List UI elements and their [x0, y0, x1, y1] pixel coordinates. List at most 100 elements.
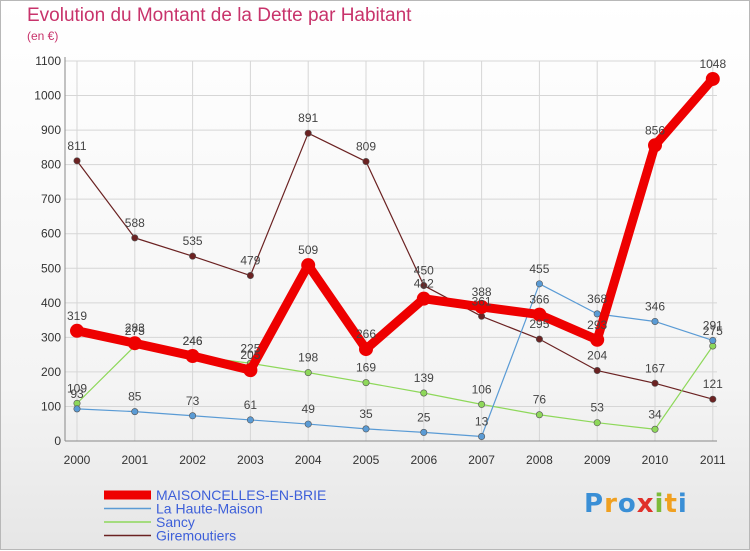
data-point-giremoutiers — [304, 129, 312, 137]
data-point-giremoutiers — [73, 157, 81, 165]
data-point-giremoutiers — [420, 282, 428, 290]
data-label-giremoutiers: 535 — [183, 234, 203, 248]
data-label-giremoutiers: 811 — [67, 139, 86, 153]
data-label-la-haute-maison: 93 — [70, 387, 84, 401]
data-point-la-haute-maison — [304, 420, 312, 428]
data-label-sancy: 246 — [183, 334, 203, 348]
data-label-sancy: 198 — [298, 351, 318, 365]
x-tick-label: 2002 — [179, 453, 206, 467]
x-tick-label: 2008 — [526, 453, 553, 467]
data-point-sancy — [304, 369, 312, 377]
data-point-maisoncelles-en-brie — [416, 291, 431, 306]
data-label-giremoutiers: 121 — [703, 377, 723, 391]
data-label-maisoncelles-en-brie: 266 — [356, 327, 376, 341]
chart-subtitle: (en €) — [27, 29, 59, 43]
data-point-maisoncelles-en-brie — [359, 342, 373, 357]
data-label-maisoncelles-en-brie: 388 — [472, 285, 492, 299]
data-point-giremoutiers — [709, 395, 717, 403]
data-point-la-haute-maison — [362, 425, 370, 433]
data-point-maisoncelles-en-brie — [127, 336, 142, 351]
data-point-giremoutiers — [478, 312, 486, 320]
x-tick-label: 2007 — [468, 453, 495, 467]
y-tick-label: 0 — [54, 434, 61, 448]
data-point-giremoutiers — [593, 367, 601, 375]
data-label-sancy: 169 — [356, 361, 376, 375]
data-point-giremoutiers — [246, 272, 254, 280]
y-tick-label: 1100 — [35, 54, 61, 68]
data-label-giremoutiers: 479 — [240, 254, 260, 268]
legend-label-sancy: Sancy — [156, 514, 195, 530]
data-point-maisoncelles-en-brie — [243, 363, 258, 378]
data-label-maisoncelles-en-brie: 293 — [587, 318, 607, 332]
data-label-maisoncelles-en-brie: 319 — [67, 309, 87, 323]
y-tick-label: 900 — [41, 123, 61, 137]
data-label-maisoncelles-en-brie: 283 — [125, 321, 145, 335]
data-point-maisoncelles-en-brie — [474, 299, 489, 314]
data-point-maisoncelles-en-brie — [185, 349, 200, 364]
data-point-la-haute-maison — [189, 412, 197, 420]
data-label-la-haute-maison: 368 — [587, 292, 607, 306]
data-label-la-haute-maison: 73 — [186, 394, 200, 408]
data-point-la-haute-maison — [131, 408, 139, 416]
x-tick-label: 2005 — [353, 453, 380, 467]
y-tick-label: 600 — [41, 227, 61, 241]
data-point-la-haute-maison — [478, 433, 486, 441]
x-tick-label: 2010 — [642, 453, 669, 467]
data-label-sancy: 109 — [67, 381, 87, 395]
data-label-sancy: 139 — [414, 371, 434, 385]
data-label-maisoncelles-en-brie: 246 — [183, 334, 203, 348]
y-tick-label: 200 — [41, 365, 61, 379]
data-point-maisoncelles-en-brie — [590, 332, 605, 347]
x-tick-label: 2011 — [700, 453, 726, 467]
legend-label-maisoncelles-en-brie: MAISONCELLES-EN-BRIE — [156, 487, 326, 503]
data-label-la-haute-maison: 13 — [475, 415, 489, 429]
data-point-sancy — [651, 425, 659, 433]
data-point-maisoncelles-en-brie — [648, 138, 662, 153]
chart-title: Evolution du Montant de la Dette par Hab… — [27, 5, 412, 26]
data-label-maisoncelles-en-brie: 1048 — [699, 57, 726, 71]
y-tick-label: 800 — [41, 158, 61, 172]
x-tick-label: 2009 — [584, 453, 611, 467]
legend-label-la-haute-maison: La Haute-Maison — [156, 501, 263, 517]
y-tick-label: 400 — [41, 296, 61, 310]
data-label-sancy: 106 — [472, 382, 492, 396]
data-label-la-haute-maison: 291 — [703, 318, 723, 332]
data-label-maisoncelles-en-brie: 366 — [529, 293, 549, 307]
data-label-la-haute-maison: 25 — [417, 410, 431, 424]
data-label-sancy: 76 — [533, 393, 547, 407]
data-label-giremoutiers: 204 — [587, 349, 607, 363]
data-label-maisoncelles-en-brie: 856 — [645, 123, 665, 137]
series-line-la-haute-maison — [76, 283, 714, 438]
data-label-sancy: 275 — [703, 324, 723, 338]
data-label-la-haute-maison: 61 — [244, 398, 258, 412]
x-tick-label: 2006 — [410, 453, 437, 467]
legend-label-giremoutiers: Giremoutiers — [156, 528, 236, 544]
data-point-sancy — [535, 411, 543, 419]
data-point-la-haute-maison — [535, 280, 543, 288]
data-label-maisoncelles-en-brie: 412 — [414, 277, 434, 291]
data-point-giremoutiers — [189, 252, 197, 260]
y-tick-label: 300 — [41, 330, 61, 344]
data-point-sancy — [478, 400, 486, 408]
data-label-sancy: 34 — [648, 407, 662, 421]
data-point-sancy — [362, 379, 370, 387]
data-point-la-haute-maison — [593, 310, 601, 318]
data-point-sancy — [593, 419, 601, 427]
x-tick-label: 2004 — [295, 453, 322, 467]
y-tick-label: 700 — [41, 192, 61, 206]
data-point-maisoncelles-en-brie — [705, 71, 720, 86]
data-point-maisoncelles-en-brie — [70, 323, 84, 338]
data-label-la-haute-maison: 455 — [529, 262, 549, 276]
data-point-sancy — [420, 389, 428, 397]
x-tick-label: 2001 — [121, 453, 148, 467]
x-tick-label: 2000 — [64, 453, 91, 467]
data-label-sancy: 225 — [240, 341, 260, 355]
series-line-maisoncelles-en-brie — [72, 74, 718, 375]
data-label-la-haute-maison: 346 — [645, 299, 665, 313]
y-tick-label: 1000 — [34, 89, 61, 103]
series-line-giremoutiers — [76, 132, 714, 400]
data-point-giremoutiers — [362, 158, 370, 166]
data-label-giremoutiers: 361 — [472, 294, 492, 308]
